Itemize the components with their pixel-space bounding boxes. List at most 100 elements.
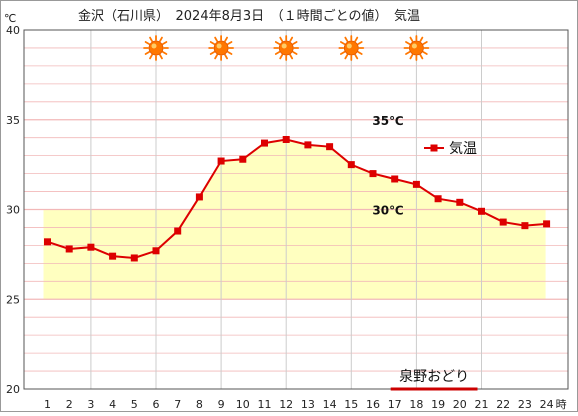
x-tick-label: 20 bbox=[453, 398, 467, 411]
data-point bbox=[499, 218, 507, 226]
x-tick-label: 18 bbox=[409, 398, 423, 411]
sun-ray bbox=[354, 36, 359, 42]
sun-ray bbox=[357, 41, 363, 45]
data-point bbox=[217, 157, 225, 165]
x-tick-label: 22 bbox=[496, 398, 510, 411]
fill-area-above-30 bbox=[191, 139, 478, 210]
legend: 気温 bbox=[424, 141, 477, 157]
data-point bbox=[434, 195, 442, 203]
event-label: 泉野おどり bbox=[399, 368, 469, 385]
data-point bbox=[478, 207, 485, 215]
sun-ray bbox=[162, 51, 168, 55]
threshold-label: 30℃ bbox=[372, 204, 403, 218]
legend-marker bbox=[430, 144, 438, 152]
x-tick-label: 16 bbox=[366, 398, 380, 411]
sun-ray bbox=[422, 51, 428, 55]
sun-ray bbox=[357, 51, 363, 55]
sun-ray bbox=[224, 36, 229, 42]
sun-disc bbox=[148, 40, 164, 56]
sun-highlight bbox=[151, 43, 157, 49]
y-unit-label: ℃ bbox=[4, 12, 16, 25]
data-point bbox=[152, 247, 160, 255]
y-tick-label: 40 bbox=[6, 24, 20, 37]
sun-ray bbox=[159, 36, 163, 42]
x-tick-label: 8 bbox=[196, 398, 203, 411]
sun-ray bbox=[227, 41, 233, 45]
sun-highlight bbox=[281, 43, 287, 49]
data-point bbox=[130, 254, 138, 262]
x-tick-label: 5 bbox=[131, 398, 138, 411]
sun-icon bbox=[208, 35, 235, 61]
data-point bbox=[87, 243, 95, 251]
data-point bbox=[412, 180, 420, 188]
sun-highlight bbox=[411, 43, 417, 49]
sun-icon bbox=[338, 35, 365, 61]
sun-ray bbox=[144, 51, 150, 55]
data-point bbox=[326, 143, 334, 151]
sun-ray bbox=[149, 54, 153, 60]
sun-ray bbox=[405, 41, 411, 45]
sun-ray bbox=[162, 41, 168, 45]
chart-title: 金沢（石川県） 2024年8月3日 （１時間ごとの値） 気温 bbox=[78, 8, 420, 24]
sun-ray bbox=[214, 54, 219, 60]
data-point bbox=[44, 238, 51, 246]
sun-ray bbox=[214, 36, 219, 42]
y-tick-label: 30 bbox=[6, 204, 20, 217]
data-point bbox=[239, 155, 247, 163]
sun-ray bbox=[149, 36, 153, 42]
sun-ray bbox=[159, 54, 163, 60]
data-point bbox=[261, 139, 268, 147]
y-tick-label: 35 bbox=[6, 114, 20, 127]
plot-frame bbox=[23, 29, 569, 390]
data-point bbox=[195, 193, 203, 201]
sun-icon bbox=[143, 35, 169, 61]
sun-ray bbox=[292, 51, 298, 55]
x-tick-label: 10 bbox=[236, 398, 250, 411]
data-point bbox=[521, 222, 529, 230]
data-point bbox=[391, 175, 399, 183]
sun-ray bbox=[209, 41, 216, 45]
data-point bbox=[65, 245, 73, 253]
sun-ray bbox=[409, 36, 414, 42]
x-tick-label: 11 bbox=[258, 398, 272, 411]
sun-ray bbox=[419, 54, 424, 60]
sun-highlight bbox=[216, 43, 222, 49]
x-tick-label: 3 bbox=[87, 398, 94, 411]
x-tick-label: 21 bbox=[475, 398, 489, 411]
sun-ray bbox=[344, 54, 349, 60]
sun-highlight bbox=[346, 43, 352, 49]
data-point bbox=[456, 198, 464, 206]
x-tick-label: 15 bbox=[344, 398, 358, 411]
sun-ray bbox=[279, 54, 284, 60]
sun-ray bbox=[274, 51, 281, 55]
x-tick-label: 19 bbox=[431, 398, 445, 411]
sun-ray bbox=[224, 54, 229, 60]
sun-ray bbox=[419, 36, 424, 42]
x-unit-label: 時 bbox=[556, 398, 567, 411]
legend-label: 気温 bbox=[449, 141, 477, 157]
sun-ray bbox=[340, 51, 346, 55]
sun-ray bbox=[289, 36, 294, 42]
x-tick-label: 9 bbox=[218, 398, 225, 411]
x-tick-label: 24 bbox=[540, 398, 554, 411]
series-line-気温 bbox=[47, 138, 547, 259]
data-point bbox=[282, 135, 290, 143]
sun-ray bbox=[209, 51, 216, 55]
data-point bbox=[369, 170, 377, 178]
x-tick-label: 14 bbox=[323, 398, 337, 411]
sun-ray bbox=[405, 51, 411, 55]
sun-ray bbox=[144, 41, 150, 45]
x-tick-label: 4 bbox=[109, 398, 116, 411]
sun-icon bbox=[273, 35, 300, 61]
sun-ray bbox=[274, 41, 281, 45]
sun-ray bbox=[279, 36, 284, 42]
x-tick-label: 12 bbox=[279, 398, 293, 411]
sun-ray bbox=[289, 54, 294, 60]
sun-ray bbox=[292, 41, 298, 45]
sun-disc bbox=[278, 40, 294, 56]
x-tick-label: 1 bbox=[44, 398, 51, 411]
x-tick-label: 7 bbox=[174, 398, 181, 411]
data-point bbox=[109, 252, 117, 260]
